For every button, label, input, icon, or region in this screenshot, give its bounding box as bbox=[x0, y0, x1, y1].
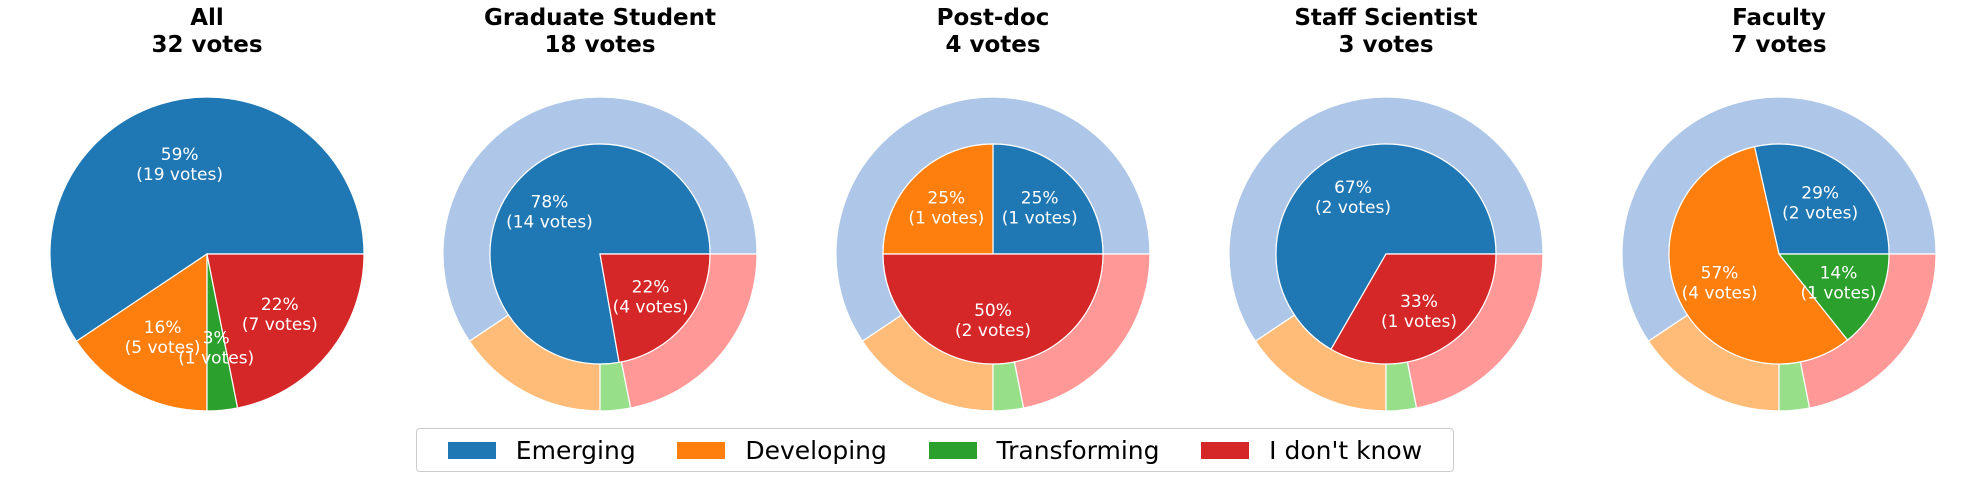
chart-title: Graduate Student bbox=[484, 5, 716, 31]
slice-label-dont-know: 33% (1 votes) bbox=[1381, 292, 1457, 332]
legend-swatch-transforming bbox=[928, 441, 977, 459]
chart-subtitle: 3 votes bbox=[1338, 32, 1433, 58]
pie-slice-transforming bbox=[1777, 253, 1890, 341]
slice-label-emerging: 25% (1 votes) bbox=[1002, 188, 1078, 228]
legend-item-developing: Developing bbox=[677, 436, 887, 465]
slice-label-dont-know: 50% (2 votes) bbox=[955, 301, 1031, 341]
legend-label-transforming: Transforming bbox=[996, 435, 1160, 465]
slice-label-developing: 25% (1 votes) bbox=[908, 188, 984, 228]
pie-slice-dont-know bbox=[206, 253, 365, 409]
slice-label-developing: 57% (4 votes) bbox=[1682, 264, 1758, 304]
legend-label-developing: Developing bbox=[745, 435, 887, 465]
pie-slice-dont-know bbox=[882, 253, 1104, 365]
chart-subtitle: 7 votes bbox=[1731, 32, 1826, 58]
legend-swatch-developing bbox=[677, 441, 726, 459]
pie-slice-developing bbox=[75, 252, 208, 412]
slice-label-emerging: 29% (2 votes) bbox=[1782, 183, 1858, 223]
pie-slice-developing bbox=[1668, 146, 1849, 365]
legend-label-dont-know: I don't know bbox=[1269, 435, 1423, 465]
legend-swatch-emerging bbox=[447, 441, 496, 459]
legend: Emerging Developing Transforming I don't… bbox=[416, 428, 1454, 472]
legend-swatch-dont-know bbox=[1201, 441, 1250, 459]
slice-label-developing: 16% (5 votes) bbox=[125, 318, 201, 358]
pie-slice-dont-know bbox=[599, 253, 711, 364]
slice-label-dont-know: 22% (7 votes) bbox=[242, 295, 318, 335]
chart-subtitle: 32 votes bbox=[151, 32, 262, 58]
pie-slice-developing bbox=[882, 143, 994, 255]
slice-label-emerging: 67% (2 votes) bbox=[1315, 178, 1391, 218]
chart-title: All bbox=[190, 5, 224, 31]
legend-item-dont-know: I don't know bbox=[1201, 436, 1422, 465]
slice-label-emerging: 59% (19 votes) bbox=[136, 145, 223, 185]
slice-label-transforming: 14% (1 votes) bbox=[1800, 264, 1876, 304]
chart-subtitle: 4 votes bbox=[945, 32, 1040, 58]
pie-slice-emerging bbox=[992, 143, 1104, 255]
legend-item-emerging: Emerging bbox=[447, 435, 636, 465]
legend-label-emerging: Emerging bbox=[515, 435, 636, 465]
chart-subtitle: 18 votes bbox=[544, 32, 655, 58]
chart-title: Staff Scientist bbox=[1294, 5, 1477, 31]
slice-label-transforming: 3% (1 votes) bbox=[178, 329, 254, 369]
slice-label-emerging: 78% (14 votes) bbox=[506, 193, 593, 233]
chart-title: Faculty bbox=[1732, 5, 1826, 31]
pie-slice-emerging bbox=[1753, 143, 1890, 255]
pie-slice-emerging bbox=[1275, 143, 1497, 351]
slice-label-dont-know: 22% (4 votes) bbox=[613, 277, 689, 317]
pie-slice-emerging bbox=[49, 96, 365, 343]
chart-title: Post-doc bbox=[937, 5, 1050, 31]
legend-item-transforming: Transforming bbox=[928, 435, 1160, 465]
pie-slice-dont-know bbox=[1330, 253, 1497, 365]
